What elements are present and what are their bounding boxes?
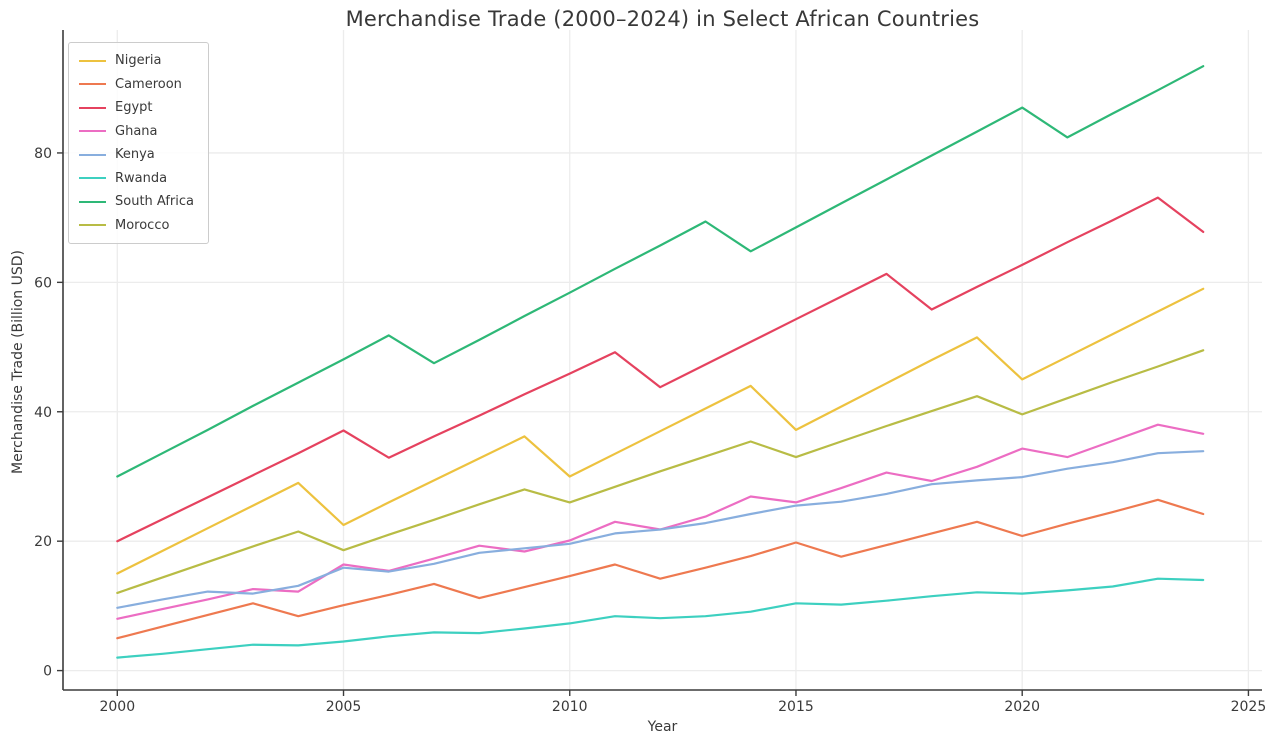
legend-label: Ghana <box>115 123 158 139</box>
y-tick-label-60: 60 <box>34 275 52 291</box>
legend: Nigeria Cameroon Egypt Ghana Kenya Rwanda Sout… <box>68 42 209 244</box>
y-tick-label-80: 80 <box>34 146 52 162</box>
x-axis-label: Year <box>647 719 678 735</box>
x-tick-label-2005: 2005 <box>326 699 362 715</box>
x-tick-label-2000: 2000 <box>99 699 135 715</box>
legend-swatch <box>79 224 106 227</box>
y-axis-label: Merchandise Trade (Billion USD) <box>10 250 26 474</box>
legend-item-nigeria: Nigeria <box>79 49 194 73</box>
legend-label: Morocco <box>115 217 170 233</box>
legend-swatch <box>79 59 106 62</box>
x-tick-label-2010: 2010 <box>552 699 588 715</box>
legend-item-cameroon: Cameroon <box>79 73 194 97</box>
legend-item-kenya: Kenya <box>79 143 194 167</box>
x-tick-label-2025: 2025 <box>1231 699 1267 715</box>
y-tick-label-20: 20 <box>34 534 52 550</box>
series-line-kenya <box>116 450 1205 609</box>
legend-swatch <box>79 130 106 133</box>
legend-item-rwanda: Rwanda <box>79 167 194 191</box>
legend-item-ghana: Ghana <box>79 120 194 144</box>
series-line-nigeria <box>116 287 1205 575</box>
legend-swatch <box>79 83 106 86</box>
legend-label: South Africa <box>115 194 194 210</box>
legend-label: Nigeria <box>115 53 162 69</box>
series-line-morocco <box>116 349 1205 595</box>
legend-label: Cameroon <box>115 76 182 92</box>
y-tick-label-40: 40 <box>34 405 52 421</box>
legend-label: Kenya <box>115 147 155 163</box>
x-tick-label-2020: 2020 <box>1004 699 1040 715</box>
legend-item-egypt: Egypt <box>79 96 194 120</box>
series-line-rwanda <box>116 577 1205 659</box>
y-tick-label-0: 0 <box>43 664 52 680</box>
legend-item-south-africa: South Africa <box>79 190 194 214</box>
legend-swatch <box>79 106 106 109</box>
series-line-south-africa <box>116 65 1205 478</box>
legend-swatch <box>79 153 106 156</box>
chart-title: Merchandise Trade (2000–2024) in Select … <box>345 7 980 31</box>
legend-label: Rwanda <box>115 170 168 186</box>
x-tick-label-2015: 2015 <box>778 699 814 715</box>
series-line-cameroon <box>116 498 1205 640</box>
series-line-egypt <box>116 196 1205 543</box>
legend-swatch <box>79 177 106 180</box>
legend-swatch <box>79 200 106 203</box>
legend-label: Egypt <box>115 100 153 116</box>
legend-item-morocco: Morocco <box>79 214 194 238</box>
